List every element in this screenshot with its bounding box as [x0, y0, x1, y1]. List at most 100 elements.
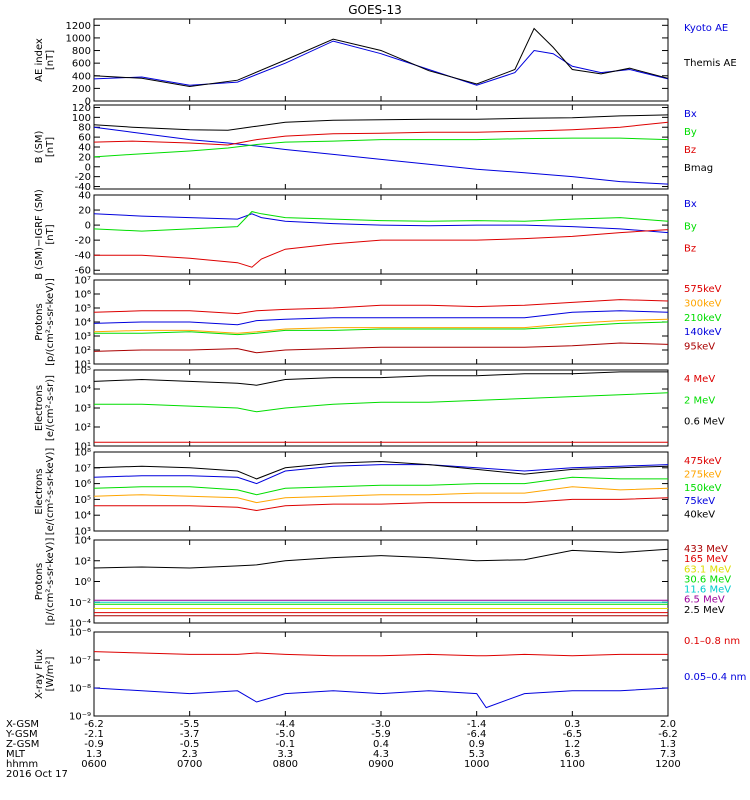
x-axis-value: -6.2	[658, 729, 678, 740]
y-axis-label: [nT]	[45, 224, 56, 244]
y-axis-label: [e/(cm²-s-sr)]	[45, 375, 56, 441]
y-tick-label: 60	[78, 133, 91, 144]
series-line-95kev	[93, 342, 669, 354]
x-axis-row-label: MLT	[6, 749, 26, 760]
y-tick-label: 80	[78, 123, 91, 134]
x-axis-value: 6.3	[564, 749, 580, 760]
legend-entry: 40keV	[684, 510, 715, 521]
y-tick-label: 120	[72, 103, 91, 114]
legend-entry: 475keV	[684, 456, 722, 467]
legend-entry: By	[684, 127, 697, 138]
y-tick-label: 10⁴	[74, 385, 91, 396]
legend-entry: Bx	[684, 199, 697, 210]
panel-frame	[93, 194, 669, 275]
legend-entry: Themis AE	[683, 58, 737, 69]
x-axis-value: -6.2	[84, 719, 104, 730]
plot-title: GOES-13	[348, 3, 402, 17]
x-axis-value: -2.1	[84, 729, 104, 740]
legend-entry: Kyoto AE	[684, 23, 728, 34]
panel-frame	[93, 631, 669, 717]
x-axis-value: 3.3	[277, 749, 293, 760]
x-axis-value: 0.3	[564, 719, 580, 730]
legend-entry: 140keV	[684, 327, 722, 338]
series-line-2-mev	[94, 392, 669, 413]
x-axis-value: -5.9	[371, 729, 391, 740]
legend-entry: 2 MeV	[684, 395, 715, 406]
x-axis-value: -3.0	[371, 719, 391, 730]
series-line-by	[93, 137, 669, 158]
legend-entry: 30.6 MeV	[684, 574, 731, 585]
y-tick-label: 10⁻⁴	[69, 619, 91, 630]
legend-entry: 0.1–0.8 nm	[684, 636, 740, 647]
legend-entry: 11.6 MeV	[684, 585, 731, 596]
y-axis-label: Electrons	[34, 385, 45, 431]
legend-entry: 75keV	[684, 496, 715, 507]
legend-entry: 575keV	[684, 284, 722, 295]
y-tick-label: 10⁶	[74, 479, 91, 490]
series-line-150kev	[93, 476, 668, 496]
x-axis-value: -4.4	[276, 719, 296, 730]
panel-frame	[93, 539, 669, 624]
y-tick-label: -20	[75, 172, 91, 183]
panel-frame	[93, 451, 669, 532]
x-axis-value: -6.4	[467, 729, 487, 740]
x-axis-value: 1000	[464, 759, 489, 770]
legend-entry: 275keV	[684, 469, 722, 480]
y-tick-label: 10⁻⁷	[69, 656, 91, 667]
series-line-40kev	[93, 460, 669, 480]
y-axis-label: Electrons	[34, 468, 45, 514]
panel-frame	[93, 18, 669, 102]
x-axis-value: 0800	[273, 759, 298, 770]
y-axis-label: B (SM)	[34, 130, 45, 163]
y-tick-label: 40	[78, 143, 91, 154]
y-tick-label: 10²	[74, 346, 91, 357]
y-axis-label: AE index	[34, 38, 45, 82]
y-tick-label: 10²	[74, 556, 91, 567]
series-line-475kev	[94, 497, 669, 512]
y-axis-label: [nT]	[45, 137, 56, 157]
y-tick-label: 10⁻²	[69, 598, 91, 609]
y-tick-label: 10⁴	[74, 536, 91, 547]
x-axis-value: 1.3	[86, 749, 102, 760]
legend-entry: 433 MeV	[684, 544, 728, 555]
y-tick-label: 0	[85, 221, 91, 232]
series-line-0-05-0-4-nm	[93, 687, 669, 709]
y-tick-label: 10⁷	[74, 276, 91, 287]
series-line-275kev	[93, 486, 669, 504]
y-tick-label: 10³	[74, 332, 91, 343]
series-line-140kev	[93, 310, 669, 326]
y-tick-label: 10⁻⁸	[69, 684, 91, 695]
y-tick-label: 10⁰	[74, 577, 91, 588]
x-axis-row-label: Y-GSM	[5, 729, 38, 740]
x-axis-value: 0600	[81, 759, 106, 770]
y-tick-label: 0	[85, 97, 91, 108]
x-axis-value: 1100	[560, 759, 585, 770]
y-tick-label: 10²	[74, 423, 91, 434]
series-line-575kev	[93, 299, 669, 315]
series-line-bz	[93, 121, 669, 146]
legend-entry: By	[684, 221, 697, 232]
x-axis-value: -6.5	[563, 729, 583, 740]
series-line-kyoto-ae	[93, 40, 669, 86]
legend-entry: 165 MeV	[684, 554, 728, 565]
legend-entry: Bmag	[684, 163, 713, 174]
y-axis-label: [p/(cm²-s-sr-keV)]	[45, 278, 56, 366]
y-tick-label: 10⁴	[74, 511, 91, 522]
y-tick-label: 10¹	[74, 442, 91, 453]
series-line-300kev	[93, 318, 669, 334]
x-axis-value: 0900	[368, 759, 393, 770]
y-axis-label: X-ray Flux	[34, 649, 45, 699]
y-axis-label: Protons	[34, 303, 45, 340]
x-axis-value: 4.3	[373, 749, 389, 760]
y-tick-label: 20	[78, 152, 91, 163]
y-tick-label: -40	[75, 182, 91, 193]
series-line-0-1-0-8-nm	[93, 651, 668, 657]
x-axis-value: 0700	[177, 759, 202, 770]
y-tick-label: 800	[72, 46, 91, 57]
x-axis-table: X-GSM -6.2 -5.5 -4.4 -3.0 -1.4 0.3 2.0 Y-GSM -2.1…	[5, 719, 681, 770]
legend-entry: 0.6 MeV	[684, 417, 725, 428]
